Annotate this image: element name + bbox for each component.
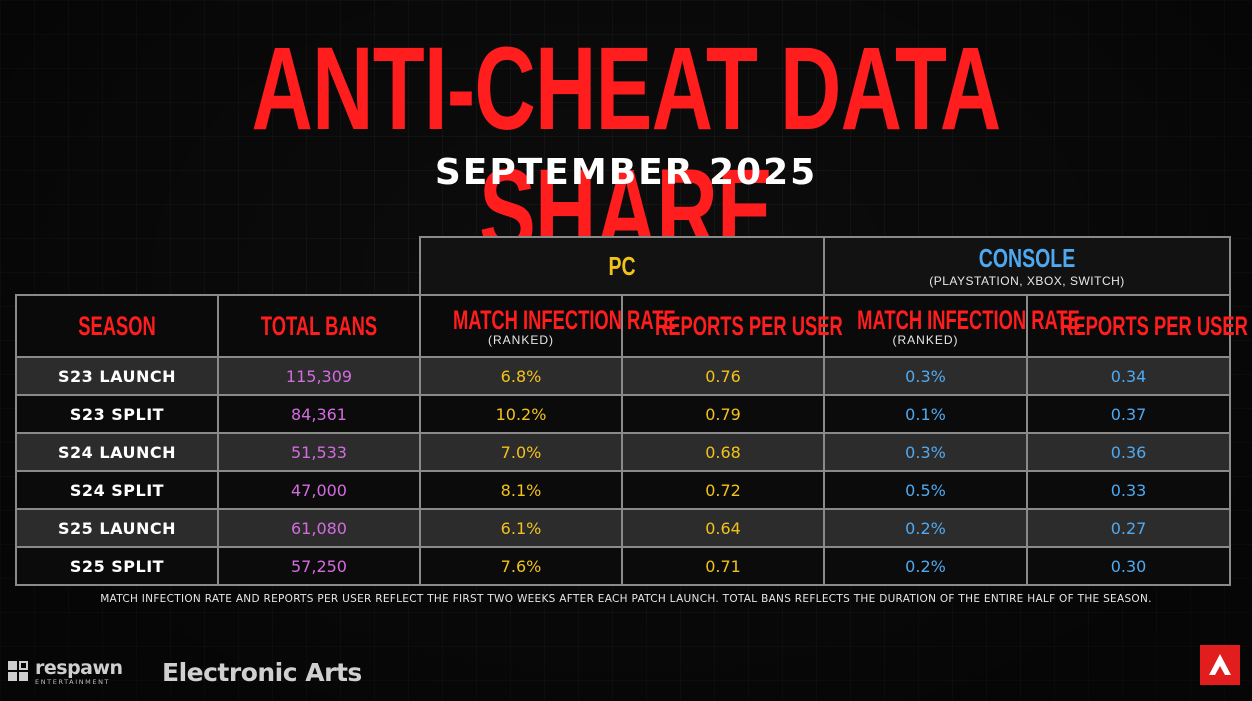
cell-total-bans: 61,080 (217, 508, 421, 548)
column-header-pc-reports: REPORTS PER USER (621, 294, 843, 358)
cell-season: S23 SPLIT (15, 394, 219, 434)
column-header-season: SEASON (15, 294, 219, 358)
table-row: S23 LAUNCH 115,309 6.8% 0.76 0.3% 0.34 (15, 356, 1232, 396)
cell-total-bans: 57,250 (217, 546, 421, 586)
group-header-row: PC CONSOLE (PLAYSTATION, XBOX, SWITCH) (16, 236, 1232, 296)
apex-legends-logo-icon (1200, 645, 1240, 685)
cell-pc-infection: 6.8% (419, 356, 623, 396)
respawn-logo: respawn ENTERTAINMENT (8, 659, 123, 686)
cell-total-bans: 115,309 (217, 356, 421, 396)
cell-pc-reports: 0.71 (621, 546, 825, 586)
column-header-pc-infection: MATCH INFECTION RATE (RANKED) (419, 294, 676, 358)
cell-season: S25 SPLIT (15, 546, 219, 586)
footnote: MATCH INFECTION RATE AND REPORTS PER USE… (100, 593, 1152, 605)
table-row: S24 SPLIT 47,000 8.1% 0.72 0.5% 0.33 (15, 470, 1232, 510)
respawn-logo-sub: ENTERTAINMENT (35, 678, 111, 686)
column-header-row: SEASON TOTAL BANS MATCH INFECTION RATE (… (15, 294, 1248, 358)
cell-console-infection: 0.2% (823, 508, 1028, 548)
cell-console-reports: 0.34 (1025, 356, 1232, 396)
pc-group-label: PC (608, 251, 636, 281)
console-infection-header-sub: (RANKED) (892, 333, 959, 347)
cell-console-reports: 0.37 (1025, 394, 1232, 434)
table-row: S25 LAUNCH 61,080 6.1% 0.64 0.2% 0.27 (15, 508, 1232, 548)
cell-pc-reports: 0.64 (621, 508, 825, 548)
cell-pc-reports: 0.68 (621, 432, 825, 472)
cell-console-infection: 0.2% (823, 546, 1028, 586)
table-row: S24 LAUNCH 51,533 7.0% 0.68 0.3% 0.36 (15, 432, 1232, 472)
pc-infection-header-label: MATCH INFECTION RATE (453, 305, 676, 335)
cell-total-bans: 84,361 (217, 394, 421, 434)
cell-pc-reports: 0.79 (621, 394, 825, 434)
anti-cheat-table: PC CONSOLE (PLAYSTATION, XBOX, SWITCH) S… (15, 236, 1248, 586)
cell-pc-infection: 7.6% (419, 546, 623, 586)
season-header-label: SEASON (78, 311, 156, 341)
cell-total-bans: 47,000 (217, 470, 421, 510)
console-group-label: CONSOLE (978, 242, 1076, 273)
cell-pc-infection: 10.2% (419, 394, 623, 434)
column-header-console-infection: MATCH INFECTION RATE (RANKED) (823, 294, 1080, 358)
cell-season: S25 LAUNCH (15, 508, 219, 548)
cell-pc-infection: 6.1% (419, 508, 623, 548)
cell-console-reports: 0.30 (1025, 546, 1232, 586)
pc-group-header: PC (419, 236, 825, 296)
cell-pc-infection: 8.1% (419, 470, 623, 510)
console-reports-header-label: REPORTS PER USER (1060, 311, 1248, 341)
table-row: S23 SPLIT 84,361 10.2% 0.79 0.1% 0.37 (15, 394, 1232, 434)
cell-console-reports: 0.36 (1025, 432, 1232, 472)
cell-season: S23 LAUNCH (15, 356, 219, 396)
cell-console-reports: 0.33 (1025, 470, 1232, 510)
respawn-logo-icon (8, 661, 30, 683)
cell-total-bans: 51,533 (217, 432, 421, 472)
cell-season: S24 SPLIT (15, 470, 219, 510)
page-subtitle: SEPTEMBER 2025 (434, 152, 818, 193)
cell-pc-reports: 0.76 (621, 356, 825, 396)
cell-console-infection: 0.3% (823, 356, 1028, 396)
column-header-console-reports: REPORTS PER USER (1025, 294, 1248, 358)
pc-infection-header-sub: (RANKED) (487, 333, 554, 347)
pc-reports-header-label: REPORTS PER USER (655, 311, 843, 341)
total-bans-header-label: TOTAL BANS (260, 311, 378, 341)
console-platforms-label: (PLAYSTATION, XBOX, SWITCH) (929, 273, 1125, 288)
blank-cell (16, 237, 420, 295)
table-row: S25 SPLIT 57,250 7.6% 0.71 0.2% 0.30 (15, 546, 1232, 586)
cell-pc-reports: 0.72 (621, 470, 825, 510)
column-header-total-bans: TOTAL BANS (217, 294, 421, 358)
console-group-header: CONSOLE (PLAYSTATION, XBOX, SWITCH) (822, 236, 1232, 296)
respawn-logo-name: respawn (35, 657, 123, 679)
cell-console-infection: 0.5% (823, 470, 1028, 510)
console-infection-header-label: MATCH INFECTION RATE (857, 305, 1080, 335)
electronic-arts-logo: Electronic Arts (162, 658, 362, 687)
cell-console-infection: 0.3% (823, 432, 1028, 472)
cell-season: S24 LAUNCH (15, 432, 219, 472)
cell-console-infection: 0.1% (823, 394, 1028, 434)
cell-pc-infection: 7.0% (419, 432, 623, 472)
cell-console-reports: 0.27 (1025, 508, 1232, 548)
